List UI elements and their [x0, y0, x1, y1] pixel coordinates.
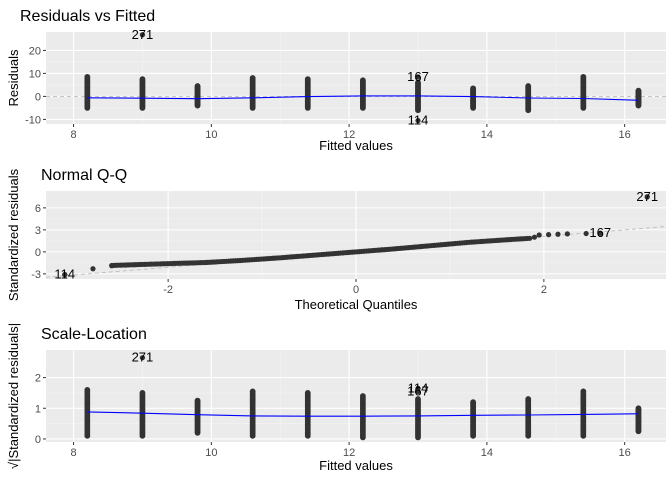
y-tick-label: -10 [25, 114, 41, 126]
outlier-label: 114 [54, 267, 75, 282]
y-tick-label: 0 [35, 434, 41, 446]
y-tick-label: 2 [35, 373, 41, 385]
outlier-label: 271 [636, 189, 658, 204]
data-point [304, 76, 311, 83]
outlier-point [597, 230, 603, 236]
data-point [84, 73, 91, 80]
qq-point [90, 266, 96, 272]
data-point [304, 390, 311, 396]
data-point [525, 83, 532, 89]
y-tick-label: -3 [31, 269, 41, 281]
x-tick-label: 16 [619, 129, 631, 141]
outlier-label: 167 [407, 69, 429, 84]
y-tick-label: 0 [35, 91, 41, 103]
data-point [580, 73, 587, 80]
outlier-label: 167 [589, 225, 611, 240]
y-axis-title: √|Standardized residuals| [6, 323, 21, 469]
outlier-point [415, 117, 421, 124]
outlier-label: 167 [407, 383, 429, 398]
qq-point [132, 262, 138, 268]
x-axis-title: Fitted values [319, 138, 393, 153]
outlier-point [644, 194, 650, 200]
y-tick-label: 1 [35, 403, 41, 415]
data-point [359, 393, 366, 399]
x-tick-label: 0 [353, 284, 359, 296]
outlier-label: 271 [132, 27, 154, 42]
normal-qq-panel: -2 0 2 -3 0 3 6 271 167 114 Normal Q-Q Theoretical … [6, 167, 667, 312]
x-tick-label: 8 [70, 447, 76, 459]
outlier-label: 114 [408, 113, 429, 128]
qq-point [531, 234, 538, 240]
y-axis-title: Standardized residuals [6, 168, 21, 301]
plot-background [46, 350, 666, 442]
x-tick-label: 10 [205, 447, 217, 459]
outlier-label: 271 [132, 350, 154, 365]
x-tick-label: 12 [343, 129, 355, 141]
y-tick-label: 6 [35, 203, 41, 215]
x-tick-label: 10 [205, 129, 217, 141]
data-point [415, 79, 421, 86]
y-axis-title: Residuals [6, 49, 21, 107]
qq-point [564, 231, 570, 237]
outlier-point [62, 272, 68, 278]
y-tick-label: 0 [35, 247, 41, 259]
data-point [84, 386, 91, 393]
x-tick-label: 14 [481, 129, 493, 141]
x-tick-label: 12 [343, 447, 355, 459]
qq-point [545, 232, 552, 238]
x-tick-label: 14 [481, 447, 493, 459]
qq-point [527, 235, 533, 241]
data-point [635, 87, 642, 94]
data-point [415, 396, 421, 402]
data-point [525, 396, 532, 402]
plot-background [46, 32, 666, 124]
x-tick-label: 2 [541, 284, 547, 296]
data-point [359, 77, 366, 84]
panel-title: Normal Q-Q [41, 167, 127, 184]
scale-location-panel: 8 10 12 14 16012271114167Scale-LocationFitte… [6, 323, 666, 473]
x-axis-title: Theoretical Quantiles [295, 297, 418, 312]
data-point [194, 397, 201, 404]
data-point [470, 399, 477, 406]
outlier-point [415, 388, 421, 394]
panel-title: Scale-Location [41, 326, 147, 343]
y-tick-label: 3 [35, 225, 41, 237]
qq-point [109, 263, 115, 269]
x-tick-label: 8 [70, 129, 76, 141]
x-tick-label: -2 [163, 284, 173, 296]
outlier-point [415, 74, 421, 80]
smooth-line [87, 411, 639, 417]
qq-point [536, 232, 542, 238]
data-point [580, 388, 587, 395]
y-tick-label: 10 [29, 68, 41, 80]
data-point [249, 75, 256, 81]
data-point [139, 76, 146, 83]
data-point [635, 405, 642, 412]
smooth-line [87, 95, 639, 101]
residuals-vs-fitted-panel: 8 10 12 14 16 -10 0 10 20 271 167 114 Residuals vs F… [6, 8, 666, 153]
panel-title: Residuals vs Fitted [20, 8, 155, 25]
x-tick-label: 16 [619, 447, 631, 459]
outlier-point [139, 32, 146, 38]
outlier-point [139, 355, 146, 361]
x-axis-title: Fitted values [319, 458, 393, 473]
data-point [194, 83, 201, 89]
qq-point [555, 231, 561, 237]
data-point [139, 390, 146, 396]
data-point [470, 85, 477, 92]
qq-point [123, 262, 129, 268]
y-tick-label: 20 [29, 45, 41, 57]
data-point [249, 388, 256, 395]
outlier-label: 114 [408, 380, 429, 395]
qq-point [583, 230, 589, 237]
